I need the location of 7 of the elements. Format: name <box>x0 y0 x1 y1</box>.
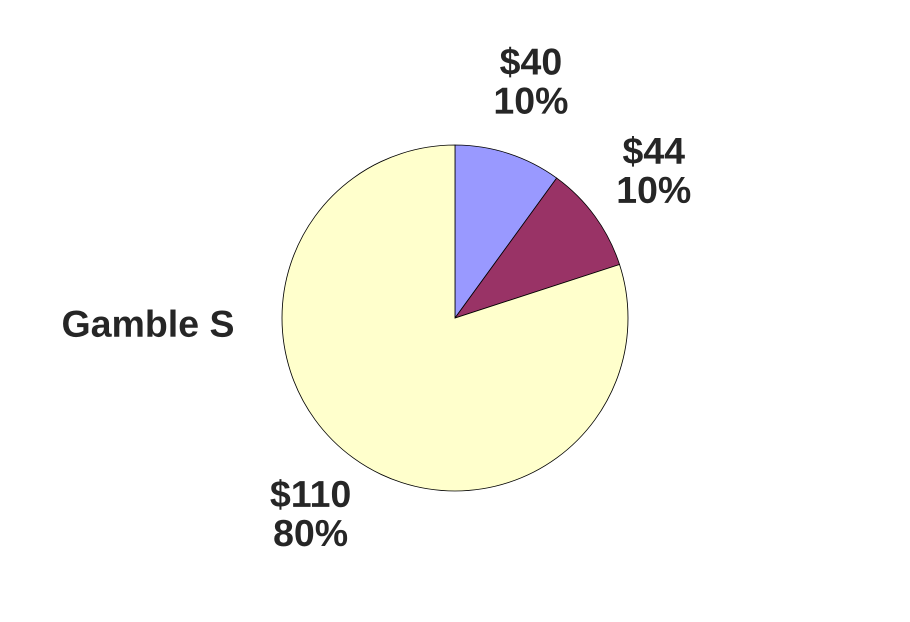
slice-label: $44 <box>622 136 685 167</box>
data-label: 10% <box>618 176 690 204</box>
text: Gamble S <box>63 310 234 338</box>
data-label: 80% <box>274 520 348 546</box>
data-label: 10% <box>496 87 568 114</box>
slice-label: $40 <box>500 46 561 78</box>
slice-label: $110 <box>270 479 350 510</box>
